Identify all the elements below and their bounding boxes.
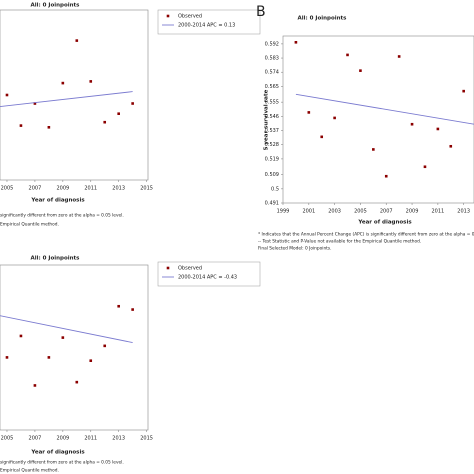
point [19, 334, 23, 338]
trend-line [0, 91, 133, 108]
point [61, 336, 65, 339]
x-tick-label: 2011 [431, 209, 444, 215]
y-tick-label: 0.537 [265, 128, 279, 134]
point [117, 304, 120, 308]
point [103, 344, 107, 348]
point [117, 112, 120, 115]
legend-box [157, 261, 261, 287]
x-tick-label: 2005 [1, 186, 14, 192]
legend-label: 2000-2014 APC = 0.13 [178, 23, 235, 29]
point [436, 127, 440, 131]
x-tick-label: 2007 [29, 436, 42, 442]
point [89, 80, 93, 83]
point [33, 102, 37, 105]
point [5, 356, 9, 359]
point [75, 39, 79, 42]
point [359, 69, 362, 72]
footnote: Empirical Quantile method. [0, 222, 59, 228]
y-tick-label: 0.491 [265, 201, 279, 207]
point [103, 120, 107, 124]
footnote: significantly different from zero at the… [0, 460, 124, 466]
x-axis-label: Year of diagnosis [357, 220, 412, 226]
legend-label: Observed [178, 266, 202, 272]
point [75, 380, 79, 384]
point [33, 384, 37, 387]
point [410, 122, 414, 126]
x-tick-label: 2007 [29, 186, 42, 192]
x-tick-label: 2011 [84, 186, 97, 192]
x-tick-label: 2007 [380, 209, 393, 215]
panel-label: B [256, 4, 266, 20]
legend-marker [166, 14, 170, 18]
point [423, 165, 427, 169]
point [307, 111, 311, 114]
trend-line [295, 93, 474, 125]
y-tick-label: 0.555 [265, 100, 279, 106]
legend-label: Observed [178, 14, 202, 20]
footnote: * Indicates that the Annual Percent Chan… [258, 232, 474, 238]
x-tick-label: 2013 [112, 186, 125, 192]
x-tick-label: 2013 [112, 436, 125, 442]
x-tick-label: 2001 [302, 209, 315, 215]
x-tick-label: 2005 [1, 436, 14, 442]
x-axis-label: Year of diagnosis [30, 198, 85, 204]
point [333, 116, 336, 120]
x-axis-label: Year of diagnosis [30, 450, 85, 456]
chart-title: All: 0 Joinpoints [298, 16, 348, 22]
y-tick-label: 0.583 [265, 56, 279, 62]
plot-frame [0, 264, 149, 431]
point [89, 359, 93, 362]
point [346, 53, 349, 57]
x-tick-label: 2013 [457, 209, 470, 215]
point [47, 356, 51, 359]
x-tick-label: 1999 [277, 209, 290, 215]
plot-frame [282, 35, 474, 204]
plot-area [0, 39, 134, 129]
y-tick-label: 0.5 [271, 186, 279, 192]
footnote: significantly different from zero at the… [0, 213, 124, 219]
point [131, 308, 134, 311]
point [397, 55, 401, 58]
chart-title: All: 0 Joinpoints [31, 3, 81, 9]
point [372, 148, 375, 151]
footnote: Final Selected Model: 0 Joinpoints. [258, 246, 331, 252]
x-tick-label: 2005 [354, 209, 367, 215]
x-tick-label: 2009 [406, 209, 419, 215]
x-tick-label: 2015 [140, 186, 153, 192]
point [384, 174, 388, 178]
y-tick-label: 0.546 [265, 114, 279, 120]
chart-title: All: 0 Joinpoints [31, 256, 81, 262]
plot-area [0, 304, 134, 387]
y-tick-label: 0.565 [265, 84, 279, 90]
point [449, 144, 453, 148]
legend-box [157, 9, 261, 35]
y-tick-label: 0.574 [265, 70, 279, 76]
point [19, 124, 23, 127]
x-tick-label: 2003 [328, 209, 341, 215]
x-tick-label: 2011 [84, 436, 97, 442]
x-tick-label: 2009 [56, 436, 69, 442]
y-tick-label: 0.509 [265, 172, 279, 178]
trend-line [0, 315, 133, 343]
point [294, 41, 298, 44]
plot-frame [0, 9, 149, 181]
point [320, 135, 324, 139]
x-tick-label: 2015 [140, 436, 153, 442]
footnote: Empirical Quantile method. [0, 468, 59, 474]
legend-label: 2000-2014 APC = -0.43 [178, 275, 237, 281]
y-axis-label: 5 year survival rate [264, 89, 270, 150]
point [47, 126, 51, 129]
legend-marker [166, 266, 170, 270]
footnote: -- Test Statistic and P-Value not availa… [258, 239, 421, 245]
x-tick-label: 2009 [56, 186, 69, 192]
point [131, 102, 134, 105]
y-tick-label: 0.519 [265, 156, 279, 162]
y-tick-label: 0.528 [265, 142, 279, 148]
point [5, 93, 9, 97]
plot-area [294, 41, 474, 178]
y-tick-label: 0.592 [265, 41, 279, 47]
point [462, 89, 465, 93]
point [61, 81, 65, 85]
